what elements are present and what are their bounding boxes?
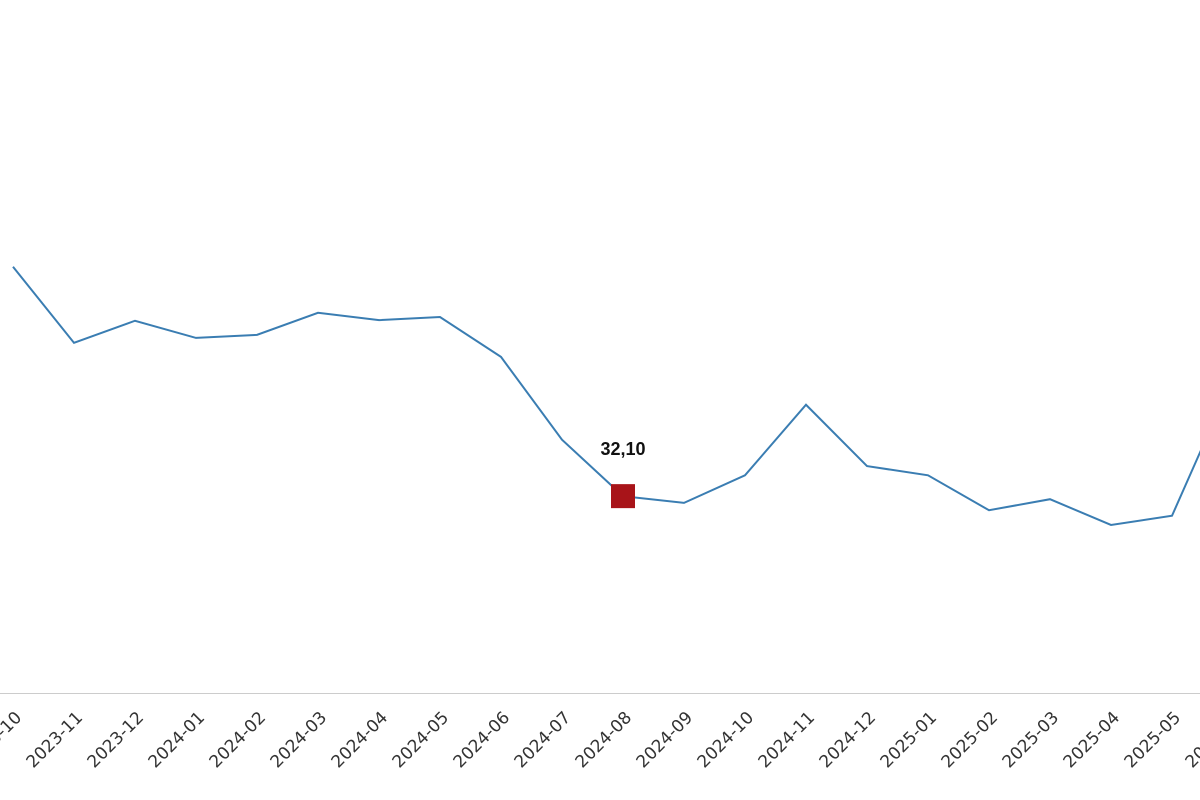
x-tick-label: 2025-01 [877,708,941,772]
x-tick-label: 2024-02 [206,708,270,772]
x-tick-label: 2024-04 [328,708,392,772]
x-tick-label: 2024-08 [572,708,636,772]
x-tick-label: 2024-01 [145,708,209,772]
x-tick-label: 2024-11 [755,708,819,772]
x-tick-label: 2025-03 [999,708,1063,772]
x-tick-label: 2024-05 [389,708,453,772]
x-tick-label: 2024-10 [694,708,758,772]
x-tick-label: 2024-09 [633,708,697,772]
x-tick-label: 2025-05 [1121,708,1185,772]
x-tick-label: 2024-06 [450,708,514,772]
highlight-marker [611,484,635,509]
x-tick-label: 2023-10 [0,708,26,772]
x-tick-label: 2024-07 [511,708,575,772]
x-tick-label: 2023-12 [84,708,148,772]
x-tick-label: 2024-03 [267,708,331,772]
x-tick-label: 2023-11 [23,708,87,772]
x-tick-label: 2024-12 [816,708,880,772]
x-tick-label: 2025-02 [938,708,1002,772]
line-series [12,266,1200,526]
x-tick-label: 2025-04 [1060,708,1124,772]
value-label: 32,10 [600,439,645,459]
x-tick-label: 2025-06 [1182,708,1200,772]
